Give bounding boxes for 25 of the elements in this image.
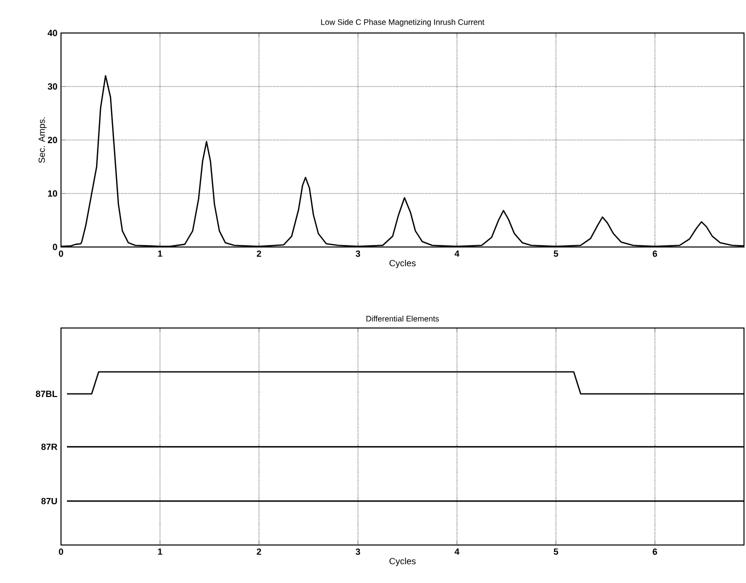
y-tick-label: 40 (48, 30, 58, 36)
x-tick-label: 1 (158, 250, 162, 257)
x-tick-label: 6 (652, 250, 658, 257)
y-tick-label: 0 (52, 244, 58, 250)
x-tick-label: 0 (58, 548, 64, 555)
x-tick-label: 3 (356, 548, 360, 555)
x-axis-title: Cycles (390, 260, 416, 268)
y-tick-label: 20 (48, 136, 58, 144)
x-tick-label: 2 (256, 548, 262, 555)
x-tick-label: 4 (454, 250, 460, 257)
y-axis-title: Sec. Amps. (38, 117, 47, 163)
x-tick-label: 2 (256, 250, 262, 257)
x-tick-label: 5 (554, 250, 558, 257)
series-label: 87U (41, 498, 57, 504)
x-axis-title: Cycles (390, 558, 416, 566)
x-tick-label: 4 (454, 548, 460, 555)
x-tick-label: 1 (158, 548, 162, 555)
series-label: 87BL (36, 390, 58, 398)
x-tick-label: 3 (356, 250, 360, 257)
x-tick-label: 6 (652, 548, 658, 555)
series-label: 87R (41, 444, 58, 450)
x-tick-label: 0 (58, 250, 64, 257)
x-tick-label: 5 (554, 548, 558, 555)
y-tick-label: 30 (48, 83, 58, 90)
y-tick-label: 10 (48, 190, 58, 197)
